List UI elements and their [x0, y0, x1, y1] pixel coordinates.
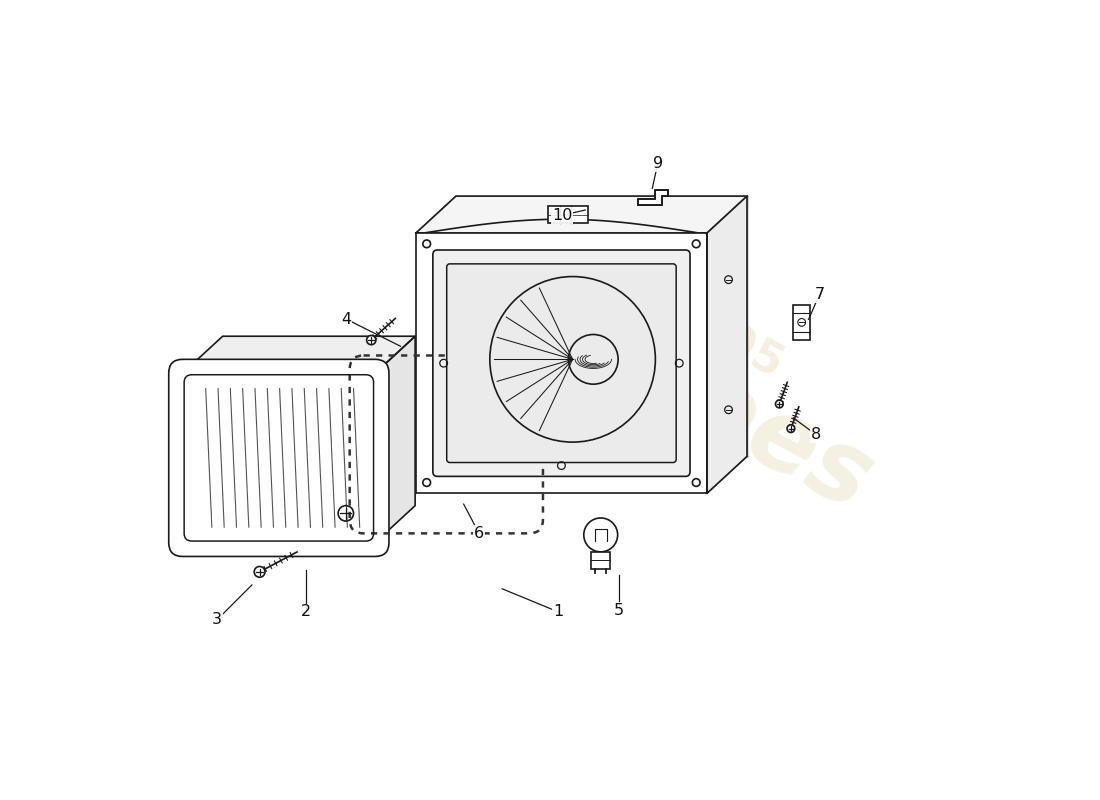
Text: a part of: a part of [524, 394, 666, 490]
Polygon shape [416, 196, 747, 233]
Polygon shape [707, 196, 747, 494]
Text: 7: 7 [814, 287, 825, 302]
Text: 6: 6 [474, 526, 484, 541]
Bar [416, 233, 707, 494]
Polygon shape [183, 336, 415, 373]
Text: 4: 4 [341, 312, 352, 326]
Bar [592, 552, 609, 569]
Circle shape [254, 566, 265, 578]
Text: 10: 10 [552, 208, 572, 223]
Circle shape [366, 335, 376, 345]
Text: 5: 5 [614, 603, 625, 618]
Circle shape [776, 400, 783, 408]
Polygon shape [638, 190, 668, 206]
Polygon shape [375, 336, 415, 542]
Bar [548, 206, 588, 223]
Text: 9: 9 [652, 156, 663, 171]
FancyBboxPatch shape [168, 359, 389, 557]
Text: Europes: Europes [440, 231, 888, 531]
Bar [793, 306, 810, 340]
Text: 8: 8 [811, 427, 822, 442]
FancyBboxPatch shape [447, 264, 676, 462]
FancyBboxPatch shape [433, 250, 690, 476]
Text: 1: 1 [553, 605, 563, 619]
Circle shape [786, 425, 794, 433]
Text: parts.95: parts.95 [584, 251, 790, 388]
Text: 3: 3 [212, 612, 222, 627]
Text: 2: 2 [300, 605, 311, 619]
